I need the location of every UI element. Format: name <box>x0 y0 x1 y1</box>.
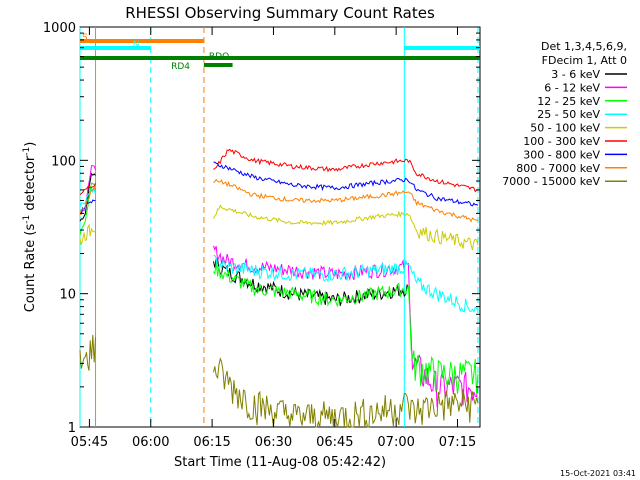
vertical-markers <box>79 27 479 427</box>
y-axis-label-part1: Count Rate (s <box>23 224 38 313</box>
series-line-6-0 <box>79 199 96 214</box>
series-line-7-1 <box>213 178 479 223</box>
y-tick-label: 1000 <box>43 21 76 36</box>
legend-entry-label: 7000 - 15000 keV <box>502 175 600 188</box>
series-line-5-1 <box>213 148 479 193</box>
legend-header-line1: Det 1,3,4,5,6,9, <box>541 40 627 53</box>
legend-entry-label: 25 - 50 keV <box>537 108 600 121</box>
y-tick-label: 100 <box>51 154 76 169</box>
flag-label-rd4: RD4 <box>171 62 190 72</box>
legend-header-line2: FDecim 1, Att 0 <box>542 54 627 67</box>
series-line-5-0 <box>79 183 96 196</box>
x-tick-label: 07:15 <box>439 435 476 450</box>
legend-entry-label: 3 - 6 keV <box>551 68 600 81</box>
axis-ticks: 05:45 06:00 06:15 06:30 06:45 07:00 07:15 1 10 10… <box>43 21 480 450</box>
flag-label-rdo: RDO <box>209 52 229 62</box>
x-tick-label: 06:15 <box>193 435 230 450</box>
legend: Det 1,3,4,5,6,9, FDecim 1, Att 0 3 - 6 k… <box>502 40 627 188</box>
flag-bars: S N RD4 RDO <box>80 33 480 72</box>
y-axis-label-sup2: -1 <box>22 147 32 156</box>
x-tick-label: 05:45 <box>71 435 108 450</box>
chart-title: RHESSI Observing Summary Count Rates <box>125 4 435 22</box>
series-line-4-0 <box>79 223 96 246</box>
y-tick-label: 10 <box>59 288 76 303</box>
x-tick-label: 06:00 <box>132 435 169 450</box>
legend-entry-label: 6 - 12 keV <box>544 81 600 94</box>
series-line-3-0 <box>79 185 96 207</box>
legend-entry-label: 12 - 25 keV <box>537 95 600 108</box>
y-axis-label-sup1: -1 <box>22 215 32 224</box>
data-series <box>79 148 479 428</box>
series-line-4-1 <box>213 204 479 251</box>
x-tick-label: 06:30 <box>255 435 292 450</box>
y-axis-label-part2: detector <box>23 155 38 215</box>
y-axis-label: Count Rate (s-1 detector-1) <box>22 142 38 313</box>
x-axis-label: Start Time (11-Aug-08 05:42:42) <box>174 455 386 470</box>
x-tick-label: 06:45 <box>316 435 353 450</box>
flag-label-s: S <box>82 33 88 43</box>
y-tick-label: 1 <box>68 421 76 436</box>
series-line-7-0 <box>79 186 96 216</box>
legend-entry-label: 50 - 100 keV <box>530 122 600 135</box>
series-line-3-1 <box>213 255 479 313</box>
y-axis-label-part3: ) <box>23 142 38 147</box>
series-line-8-1 <box>213 357 479 428</box>
legend-entry-label: 300 - 800 keV <box>523 148 600 161</box>
flag-label-n: N <box>133 40 140 50</box>
legend-entry-label: 100 - 300 keV <box>523 135 600 148</box>
footer-date: 15-Oct-2021 03:41 <box>560 469 636 478</box>
legend-entry-label: 800 - 7000 keV <box>516 162 600 175</box>
series-line-2-0 <box>79 182 96 236</box>
series-line-6-1 <box>213 161 479 207</box>
series-line-1-1 <box>213 245 479 408</box>
x-tick-label: 07:00 <box>377 435 414 450</box>
series-line-2-1 <box>213 262 479 394</box>
